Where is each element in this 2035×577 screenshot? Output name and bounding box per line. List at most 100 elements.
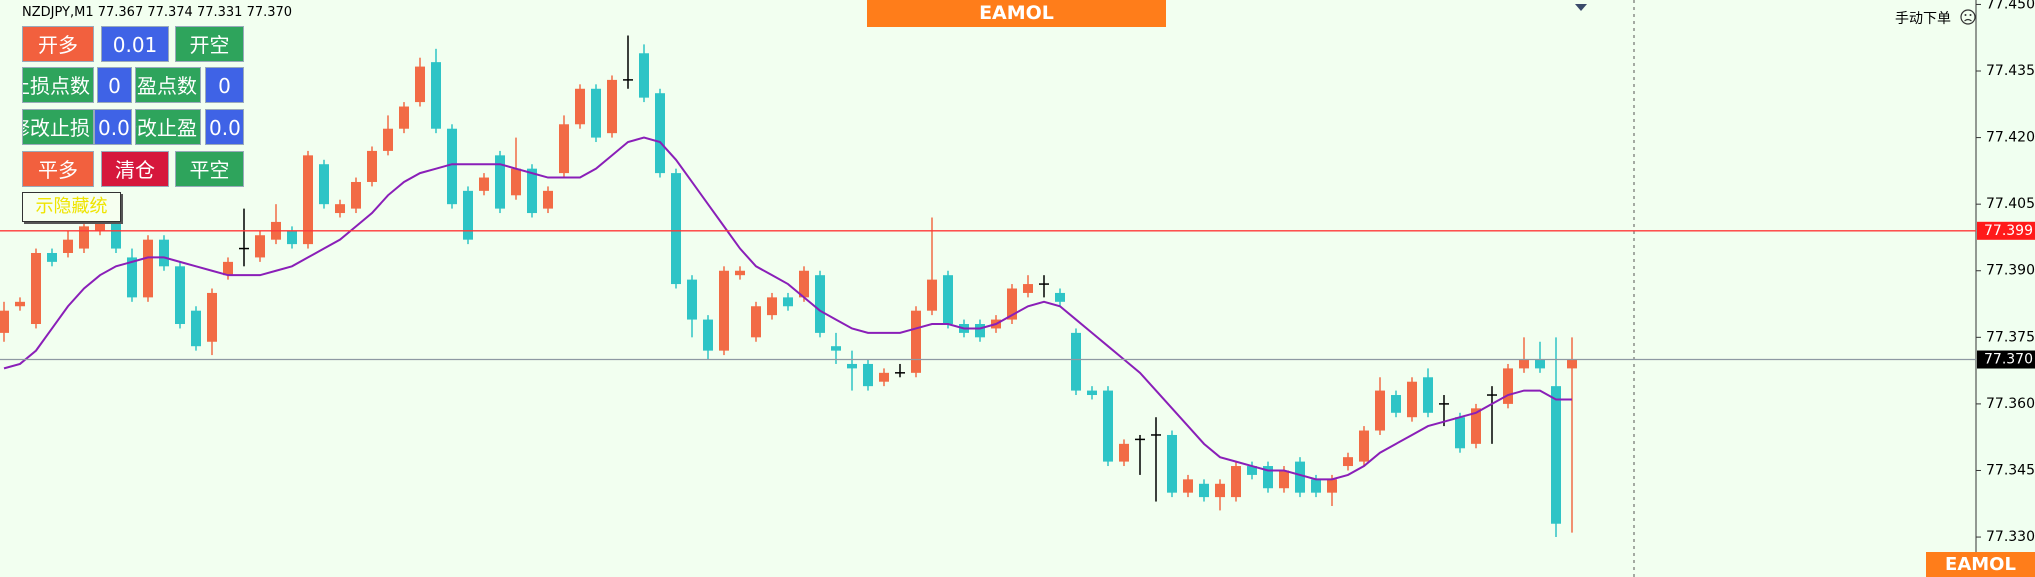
candle-body xyxy=(31,252,41,325)
candle-body xyxy=(1455,417,1465,449)
y-tick-label: 77.360 xyxy=(1986,396,2035,412)
candle-body xyxy=(479,177,489,191)
candle-body xyxy=(1487,394,1497,396)
candle-body xyxy=(1359,430,1369,462)
button[interactable]: 修改止盈 xyxy=(135,109,201,145)
button[interactable]: 开空 xyxy=(175,26,244,62)
candle-body xyxy=(63,239,73,253)
candle-body xyxy=(495,155,505,209)
candle-body xyxy=(239,247,249,250)
y-tick-label: 77.435 xyxy=(1986,63,2035,79)
candle-body xyxy=(927,279,937,311)
candle-body xyxy=(799,270,809,298)
y-tick-label: 77.390 xyxy=(1986,263,2035,279)
toggle-button[interactable]: 示隐藏统 xyxy=(22,192,121,222)
candle-body xyxy=(1391,395,1401,413)
brand-badge: EAMOL xyxy=(1926,552,2035,577)
candle-body xyxy=(1263,466,1273,489)
candle-body xyxy=(623,79,633,81)
candle-body xyxy=(895,372,905,374)
manual-order-label[interactable]: 手动下单 xyxy=(1895,11,1951,27)
candle-body xyxy=(735,270,745,276)
candle-body xyxy=(655,93,665,174)
candle-body xyxy=(911,310,921,373)
candle-body xyxy=(0,310,9,333)
price-level-label: 77.370 xyxy=(1984,352,2033,368)
button[interactable]: 清仓 xyxy=(101,151,169,187)
candle-body xyxy=(1327,479,1337,493)
candle-body xyxy=(223,261,233,276)
candle-body xyxy=(367,150,377,182)
candle-body xyxy=(1343,457,1353,467)
candle-body xyxy=(751,306,761,338)
price-level-box xyxy=(1977,350,2035,369)
button[interactable]: 平多 xyxy=(22,151,94,187)
button[interactable]: 止盈点数 xyxy=(135,67,201,103)
lot-input[interactable]: 0.01 xyxy=(101,26,169,62)
candle-body xyxy=(559,124,569,174)
candle-body xyxy=(1135,438,1145,441)
candle-body xyxy=(159,239,169,267)
brand-banner: EAMOL xyxy=(867,0,1166,27)
candle-body xyxy=(1103,390,1113,462)
candle-body xyxy=(1551,386,1561,524)
candle-body xyxy=(79,226,89,249)
candle-body xyxy=(303,155,313,245)
candle-body xyxy=(1503,368,1513,404)
candle-body xyxy=(287,230,297,245)
candle-body xyxy=(1535,359,1545,369)
button[interactable]: 修改止损 xyxy=(22,109,94,145)
candle-body xyxy=(687,279,697,320)
input[interactable]: 0.0 xyxy=(205,109,244,145)
candle-body xyxy=(639,53,649,98)
input[interactable]: 0.0 xyxy=(94,109,132,145)
candle-body xyxy=(399,106,409,129)
plot-background xyxy=(0,0,1976,577)
candle-body xyxy=(783,297,793,307)
header-text: NZDJPY,M1 77.367 77.374 77.331 77.370 xyxy=(22,5,293,20)
candle-body xyxy=(383,128,393,151)
candle-body xyxy=(15,301,25,307)
y-tick-label: 77.345 xyxy=(1986,462,2035,478)
candle-body xyxy=(1567,359,1577,369)
input[interactable]: 0 xyxy=(205,67,244,103)
button[interactable]: 止损点数 xyxy=(22,67,94,103)
candle-body xyxy=(1295,461,1305,493)
button[interactable]: 开多 xyxy=(22,26,94,62)
candle-body xyxy=(319,164,329,205)
symbol-header: NZDJPY,M1 77.367 77.374 77.331 77.370 xyxy=(22,5,292,20)
candle-body xyxy=(879,372,889,382)
candle-body xyxy=(719,270,729,351)
candle-body xyxy=(351,181,361,209)
candle-body xyxy=(847,363,857,369)
input[interactable]: 0 xyxy=(97,67,132,103)
candle-body xyxy=(527,168,537,214)
y-tick-label: 77.420 xyxy=(1986,130,2035,146)
candle-body xyxy=(95,221,105,231)
y-tick-label: 77.375 xyxy=(1986,329,2035,345)
price-level-box xyxy=(1977,221,2035,240)
candle-body xyxy=(543,190,553,209)
candle-body xyxy=(191,310,201,347)
candle-body xyxy=(175,266,185,325)
candle-body xyxy=(1087,390,1097,396)
candle-body xyxy=(943,275,953,325)
candle-body xyxy=(111,221,121,249)
candle-body xyxy=(575,88,585,125)
candle-body xyxy=(1471,408,1481,444)
candle-body xyxy=(607,79,617,134)
button[interactable]: 平空 xyxy=(175,151,244,187)
candle-body xyxy=(1167,434,1177,493)
candle-body xyxy=(415,66,425,103)
candle-body xyxy=(1007,288,1017,320)
candle-body xyxy=(463,190,473,240)
candle-body xyxy=(47,252,57,262)
candle-body xyxy=(1039,283,1049,285)
candle-body xyxy=(703,319,713,351)
candle-body xyxy=(1311,479,1321,493)
candle-body xyxy=(1215,483,1225,498)
candle-body xyxy=(671,173,681,285)
candle-body xyxy=(1439,403,1449,405)
